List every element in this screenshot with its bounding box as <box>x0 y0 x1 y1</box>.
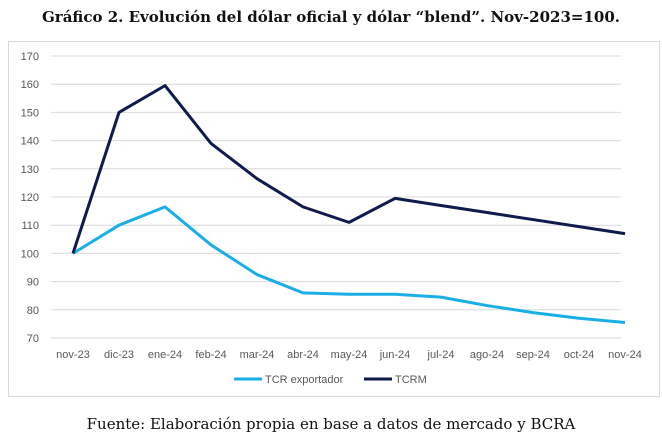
x-tick-label: dic-23 <box>104 349 134 361</box>
x-tick-label: jun-24 <box>379 349 411 361</box>
y-tick-label: 150 <box>21 107 39 119</box>
x-tick-label: sep-24 <box>516 349 550 361</box>
x-tick-label: may-24 <box>331 349 368 361</box>
x-tick-label: mar-24 <box>240 349 275 361</box>
y-tick-label: 170 <box>21 51 39 63</box>
y-tick-label: 110 <box>21 220 39 232</box>
x-tick-label: nov-24 <box>608 349 642 361</box>
chart-title: Gráfico 2. Evolución del dólar oficial y… <box>42 8 620 26</box>
chart-source: Fuente: Elaboración propia en base a dat… <box>86 415 576 433</box>
x-tick-label: nov-23 <box>56 349 90 361</box>
legend-label: TCR exportador <box>265 374 344 386</box>
series-line-tcrm <box>71 84 626 254</box>
y-tick-label: 70 <box>27 333 39 345</box>
y-tick-label: 100 <box>21 248 39 260</box>
legend-label: TCRM <box>395 374 427 386</box>
series-line-tcr-exportador <box>72 205 626 324</box>
y-tick-label: 90 <box>27 277 39 289</box>
y-tick-label: 160 <box>21 79 39 91</box>
x-tick-label: feb-24 <box>195 349 226 361</box>
y-tick-label: 140 <box>21 136 39 148</box>
x-tick-label: ago-24 <box>470 349 504 361</box>
x-tick-label: ene-24 <box>148 349 182 361</box>
y-tick-label: 120 <box>21 192 39 204</box>
x-tick-label: jul-24 <box>427 349 455 361</box>
chart-frame: 70 80 90 100 110 120 130 140 150 160 170 nov-23 dic-… <box>8 41 660 397</box>
x-tick-label: oct-24 <box>564 349 595 361</box>
x-tick-label: abr-24 <box>287 349 319 361</box>
y-tick-label: 130 <box>21 164 39 176</box>
line-chart: 70 80 90 100 110 120 130 140 150 160 170 nov-23 dic-… <box>21 51 642 386</box>
y-tick-label: 80 <box>27 305 39 317</box>
